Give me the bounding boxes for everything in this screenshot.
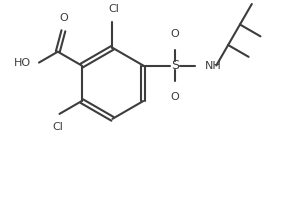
Text: NH: NH xyxy=(204,61,221,70)
Text: O: O xyxy=(170,29,179,39)
Text: HO: HO xyxy=(14,58,31,68)
Text: Cl: Cl xyxy=(108,4,119,14)
Text: O: O xyxy=(170,92,179,102)
Text: Cl: Cl xyxy=(52,122,63,132)
Text: O: O xyxy=(59,13,68,23)
Text: S: S xyxy=(171,59,179,72)
